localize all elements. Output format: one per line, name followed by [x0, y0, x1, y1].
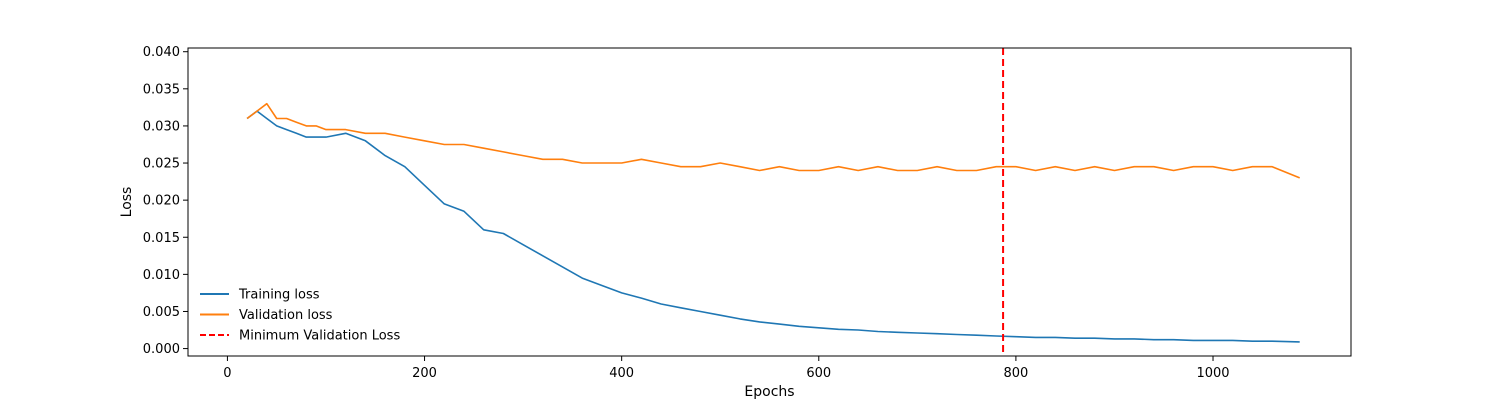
x-tick-label: 800 [1003, 366, 1028, 381]
x-tick-label: 1000 [1196, 366, 1229, 381]
y-tick-label: 0.010 [143, 268, 180, 283]
y-tick-label: 0.030 [143, 119, 180, 134]
y-tick-label: 0.035 [143, 82, 180, 97]
y-axis: 0.000 0.005 0.010 0.015 0.020 0.025 0.030 0.035… [143, 45, 188, 357]
legend-label: Validation loss [239, 308, 333, 323]
x-axis: 0 200 400 600 800 1000 [223, 356, 1230, 381]
y-tick-label: 0.005 [143, 305, 180, 320]
plot-area [188, 48, 1351, 356]
legend: Training loss Validation loss Minimum Vali… [200, 288, 400, 344]
plot-frame [187, 47, 1352, 357]
y-tick-label: 0.015 [143, 231, 180, 246]
y-tick-label: 0.040 [143, 45, 180, 60]
validation-loss-line [246, 102, 1301, 179]
x-tick-label: 200 [412, 366, 437, 381]
y-tick-label: 0.020 [143, 194, 180, 209]
x-tick-label: 0 [223, 366, 231, 381]
legend-label: Training loss [238, 288, 320, 303]
y-tick-label: 0.025 [143, 157, 180, 172]
x-axis-label: Epochs [744, 384, 794, 400]
legend-label: Minimum Validation Loss [239, 329, 400, 344]
x-tick-label: 600 [806, 366, 831, 381]
training-loss-line [246, 110, 1300, 343]
y-tick-label: 0.000 [143, 342, 180, 357]
x-tick-label: 400 [609, 366, 634, 381]
series-layer [246, 48, 1301, 356]
y-axis-label: Loss [119, 187, 135, 218]
